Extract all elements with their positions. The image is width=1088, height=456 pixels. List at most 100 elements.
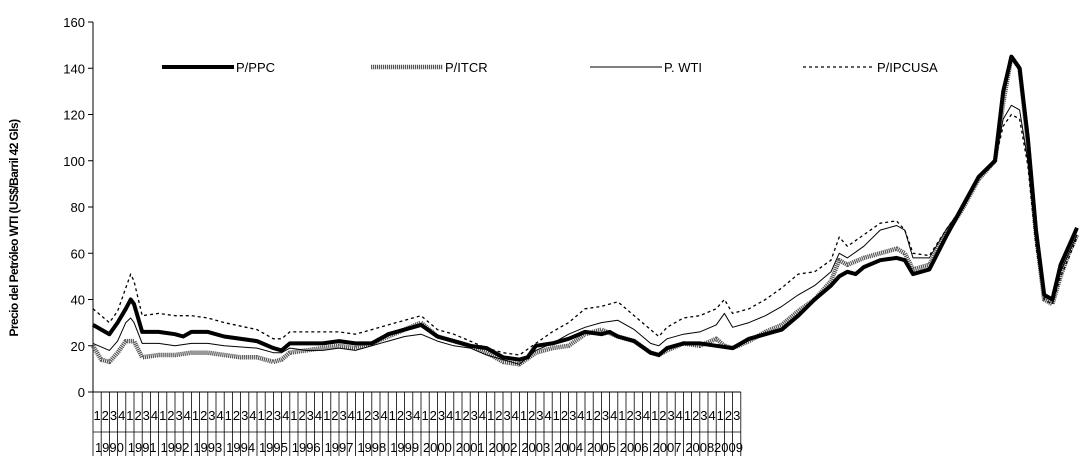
quarter-label: 3 bbox=[635, 408, 642, 423]
quarter-label: 3 bbox=[208, 408, 215, 423]
quarter-label: 1 bbox=[454, 408, 461, 423]
quarter-label: 3 bbox=[339, 408, 346, 423]
quarter-label: 2 bbox=[233, 408, 240, 423]
quarter-label: 2 bbox=[626, 408, 633, 423]
legend: P/PPC P/ITCR P. WTI P/IPCUSA bbox=[162, 60, 938, 75]
quarter-label: 4 bbox=[380, 408, 387, 423]
quarter-label: 1 bbox=[717, 408, 724, 423]
year-label: 2001 bbox=[456, 440, 485, 455]
y-tick-label: 160 bbox=[63, 15, 85, 30]
quarter-label: 4 bbox=[610, 408, 617, 423]
quarter-label: 4 bbox=[446, 408, 453, 423]
legend-label-p-ppc: P/PPC bbox=[236, 60, 275, 75]
quarter-label: 2 bbox=[594, 408, 601, 423]
quarter-label: 2 bbox=[528, 408, 535, 423]
year-label: 1998 bbox=[357, 440, 386, 455]
quarter-label: 3 bbox=[175, 408, 182, 423]
quarter-label: 3 bbox=[274, 408, 281, 423]
quarter-label: 1 bbox=[520, 408, 527, 423]
quarter-label: 3 bbox=[143, 408, 150, 423]
quarter-label: 2 bbox=[659, 408, 666, 423]
quarter-label: 3 bbox=[569, 408, 576, 423]
year-label: 1991 bbox=[128, 440, 157, 455]
year-label: 2004 bbox=[554, 440, 583, 455]
year-label: 2006 bbox=[620, 440, 649, 455]
quarter-label: 4 bbox=[315, 408, 322, 423]
quarter-label: 3 bbox=[372, 408, 379, 423]
y-tick-label: 140 bbox=[63, 61, 85, 76]
quarter-label: 2 bbox=[397, 408, 404, 423]
quarter-label: 1 bbox=[651, 408, 658, 423]
quarter-label: 3 bbox=[536, 408, 543, 423]
year-label: 1997 bbox=[325, 440, 354, 455]
quarter-label: 4 bbox=[348, 408, 355, 423]
year-label: 2002 bbox=[489, 440, 518, 455]
y-tick-label: 40 bbox=[71, 293, 85, 308]
quarter-label: 4 bbox=[708, 408, 715, 423]
quarter-label: 2 bbox=[561, 408, 568, 423]
quarter-label: 2 bbox=[102, 408, 109, 423]
quarter-label: 1 bbox=[257, 408, 264, 423]
quarter-label: 4 bbox=[282, 408, 289, 423]
year-label: 2009 bbox=[714, 440, 743, 455]
quarter-label: 2 bbox=[200, 408, 207, 423]
quarter-label: 1 bbox=[126, 408, 133, 423]
legend-label-p-itcr: P/ITCR bbox=[445, 60, 488, 75]
year-label: 1994 bbox=[226, 440, 255, 455]
quarter-label: 4 bbox=[643, 408, 650, 423]
quarter-label: 2 bbox=[298, 408, 305, 423]
quarter-label: 4 bbox=[249, 408, 256, 423]
quarter-label: 4 bbox=[151, 408, 158, 423]
quarter-label: 2 bbox=[331, 408, 338, 423]
y-tick-label: 120 bbox=[63, 108, 85, 123]
year-label: 2000 bbox=[423, 440, 452, 455]
y-tick-label: 0 bbox=[78, 385, 85, 400]
year-label: 1995 bbox=[259, 440, 288, 455]
year-label: 2005 bbox=[587, 440, 616, 455]
year-label: 2007 bbox=[653, 440, 682, 455]
quarter-label: 2 bbox=[462, 408, 469, 423]
y-tick-label: 80 bbox=[71, 200, 85, 215]
year-label: 1999 bbox=[390, 440, 419, 455]
quarter-label: 2 bbox=[725, 408, 732, 423]
quarter-label: 1 bbox=[323, 408, 330, 423]
quarter-label: 4 bbox=[676, 408, 683, 423]
quarter-label: 4 bbox=[577, 408, 584, 423]
quarter-label: 2 bbox=[364, 408, 371, 423]
quarter-label: 2 bbox=[134, 408, 141, 423]
quarter-label: 1 bbox=[553, 408, 560, 423]
year-label: 1992 bbox=[161, 440, 190, 455]
quarter-label: 3 bbox=[438, 408, 445, 423]
year-label: 2008 bbox=[685, 440, 714, 455]
quarter-label: 1 bbox=[159, 408, 166, 423]
series-line-p-itcr bbox=[91, 54, 1080, 367]
y-axis-label: Precio del Petróleo WTI (US$/Barril 42 G… bbox=[7, 119, 21, 337]
series-lines bbox=[91, 54, 1080, 367]
quarter-label: 2 bbox=[266, 408, 273, 423]
quarter-label: 3 bbox=[602, 408, 609, 423]
year-label: 2003 bbox=[521, 440, 550, 455]
quarter-label: 1 bbox=[389, 408, 396, 423]
y-tick-label: 20 bbox=[71, 339, 85, 354]
quarter-label: 1 bbox=[225, 408, 232, 423]
quarter-label: 3 bbox=[667, 408, 674, 423]
quarter-label: 3 bbox=[471, 408, 478, 423]
quarter-label: 4 bbox=[544, 408, 551, 423]
legend-label-p-ipcusa: P/IPCUSA bbox=[877, 60, 938, 75]
quarter-label: 3 bbox=[503, 408, 510, 423]
quarter-label: 4 bbox=[216, 408, 223, 423]
y-tick-label: 60 bbox=[71, 246, 85, 261]
quarter-label: 3 bbox=[110, 408, 117, 423]
quarter-label: 1 bbox=[684, 408, 691, 423]
quarter-label: 4 bbox=[118, 408, 125, 423]
quarter-label: 4 bbox=[479, 408, 486, 423]
year-label: 1990 bbox=[95, 440, 124, 455]
y-tick-label: 100 bbox=[63, 154, 85, 169]
quarter-label: 2 bbox=[495, 408, 502, 423]
quarter-label: 4 bbox=[184, 408, 191, 423]
series-line-p-ipcusa bbox=[92, 113, 1078, 356]
quarter-label: 1 bbox=[421, 408, 428, 423]
quarter-label: 2 bbox=[167, 408, 174, 423]
